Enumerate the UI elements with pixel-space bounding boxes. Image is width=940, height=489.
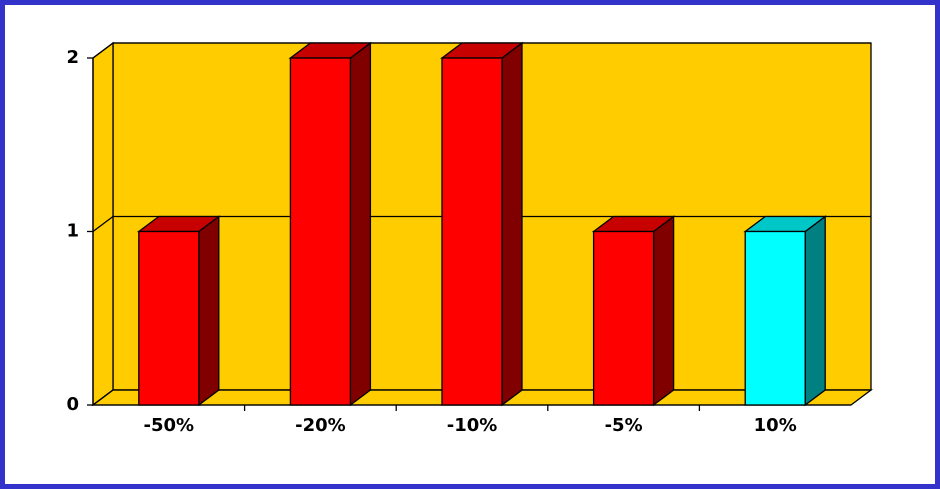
x-tick-label: -20% <box>295 415 346 436</box>
y-tick-label: 1 <box>66 221 79 242</box>
y-tick-label: 2 <box>66 47 79 68</box>
bar <box>289 57 352 406</box>
y-tick-label: 0 <box>66 394 79 415</box>
bar-side <box>501 41 523 407</box>
bar <box>138 230 200 406</box>
x-tick-label: 10% <box>754 415 797 436</box>
bar <box>441 57 503 406</box>
x-tick-label: -5% <box>605 415 643 436</box>
grid-line <box>92 42 871 59</box>
bar-side <box>804 215 826 407</box>
bar-side <box>652 215 675 407</box>
x-tick-label: -50% <box>144 415 195 436</box>
bar-side <box>198 215 220 407</box>
bar <box>744 230 806 406</box>
x-tick-label: -10% <box>447 415 498 436</box>
bar <box>592 230 655 406</box>
bar-side <box>349 41 372 407</box>
